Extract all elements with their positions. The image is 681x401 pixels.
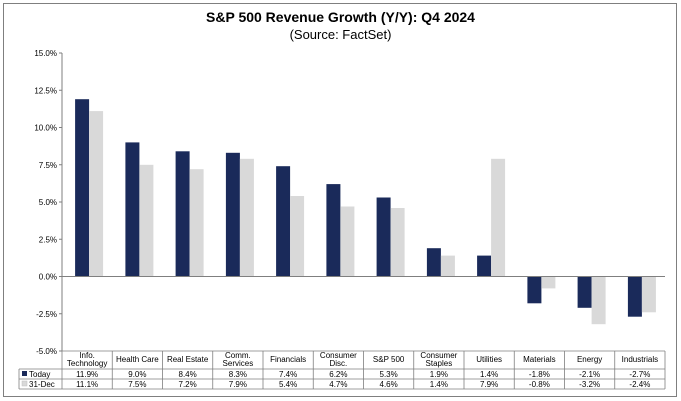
data-label: 11.1% [76,380,98,389]
data-label: 6.2% [329,370,347,379]
data-label: 1.4% [430,380,448,389]
bar-dec31 [340,206,355,277]
data-label: 7.9% [480,380,498,389]
bar-dec31 [390,208,405,277]
category-label: Financials [270,355,306,364]
category-label: Consumer [320,351,357,360]
category-label: Comm. [225,351,251,360]
y-tick-label: 12.5% [34,86,57,95]
data-label: 8.3% [229,370,247,379]
bar-dec31 [541,276,556,289]
bar-today [175,151,190,277]
chart-title: S&P 500 Revenue Growth (Y/Y): Q4 2024 [206,9,475,25]
bar-dec31 [591,276,606,325]
data-label: -2.1% [579,370,600,379]
data-label: -3.2% [579,380,600,389]
legend-label: Today [29,370,50,379]
y-tick-label: 7.5% [39,161,57,170]
y-tick-label: 15.0% [34,49,57,58]
bar-today [326,184,341,277]
data-label: 9.0% [128,370,146,379]
bar-dec31 [440,255,455,277]
bar-dec31 [491,158,506,277]
legend-key [21,380,28,387]
data-label: 7.5% [128,380,146,389]
data-label: -1.8% [529,370,550,379]
data-label: 8.4% [179,370,197,379]
bar-today [577,276,592,308]
bar-dec31 [290,196,305,277]
y-tick-label: 0.0% [39,273,57,282]
data-label: 7.4% [279,370,297,379]
data-label: 1.4% [480,370,498,379]
category-label: Industrials [622,355,658,364]
bar-today [276,166,291,277]
bar-dec31 [641,276,656,313]
bar-today [477,255,492,277]
category-label: Utilities [476,355,502,364]
data-label: 5.3% [380,370,398,379]
bar-today [225,152,240,277]
data-label: 4.6% [380,380,398,389]
data-label: 7.2% [179,380,197,389]
bar-today [527,276,542,304]
category-label: Info. [79,351,95,360]
category-label: S&P 500 [373,355,405,364]
data-label: -2.7% [629,370,650,379]
category-label: Disc. [329,359,347,368]
data-label: -2.4% [629,380,650,389]
category-label: Consumer [420,351,457,360]
y-tick-label: 5.0% [39,198,57,207]
bar-dec31 [89,111,104,277]
bar-today [426,248,441,277]
y-tick-label: 2.5% [39,235,57,244]
bar-today [376,197,391,277]
data-label: 1.9% [430,370,448,379]
category-label: Real Estate [167,355,209,364]
bar-today [75,99,90,277]
bar-dec31 [189,169,204,277]
data-label: 7.9% [229,380,247,389]
category-label: Staples [426,359,453,368]
data-label: 4.7% [329,380,347,389]
category-label: Technology [67,359,107,368]
y-tick-label: -5.0% [36,347,57,356]
category-label: Materials [523,355,555,364]
y-tick-label: 10.0% [34,124,57,133]
data-label: -0.8% [529,380,550,389]
bar-dec31 [139,164,154,277]
bar-today [125,142,140,277]
legend-key [22,371,27,376]
category-label: Services [223,359,254,368]
category-label: Health Care [116,355,159,364]
category-label: Energy [577,355,602,364]
chart-subtitle: (Source: FactSet) [289,27,392,42]
bar-dec31 [239,158,254,277]
data-label: 5.4% [279,380,297,389]
data-label: 11.9% [76,370,98,379]
bar-today [627,276,642,317]
y-tick-label: -2.5% [36,310,57,319]
chart-frame [3,3,677,397]
legend-label: 31-Dec [29,380,55,389]
